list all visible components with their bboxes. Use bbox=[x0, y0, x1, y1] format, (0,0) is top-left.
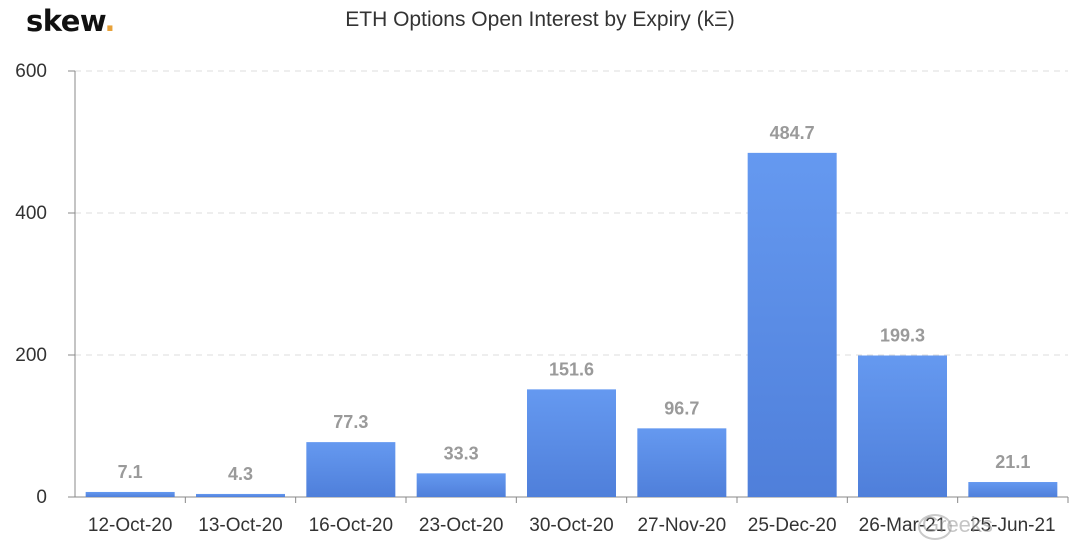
logo-text: skew bbox=[26, 4, 105, 38]
data-label: 4.3 bbox=[228, 464, 253, 484]
data-label: 484.7 bbox=[770, 123, 815, 143]
bar bbox=[527, 389, 616, 497]
y-tick-label: 400 bbox=[15, 203, 47, 224]
data-label: 199.3 bbox=[880, 325, 925, 345]
bar bbox=[85, 491, 175, 497]
y-tick-label: 600 bbox=[15, 61, 47, 82]
watermark-text: Greeks bbox=[922, 512, 993, 537]
y-tick-label: 0 bbox=[36, 487, 47, 508]
bar bbox=[747, 152, 837, 497]
data-label: 151.6 bbox=[549, 359, 594, 379]
data-label: 21.1 bbox=[995, 452, 1030, 472]
x-tick-label: 30-Oct-20 bbox=[529, 515, 613, 536]
bar bbox=[858, 355, 947, 497]
x-tick-label: 27-Nov-20 bbox=[637, 515, 726, 536]
data-label: 7.1 bbox=[118, 462, 143, 482]
skew-logo: skew. bbox=[26, 4, 115, 38]
x-tick-label: 23-Oct-20 bbox=[419, 515, 503, 536]
x-tick-label: 12-Oct-20 bbox=[88, 515, 172, 536]
x-tick-label: 16-Oct-20 bbox=[309, 515, 393, 536]
y-tick-label: 200 bbox=[15, 345, 47, 366]
chart-title: ETH Options Open Interest by Expiry (kΞ) bbox=[345, 8, 735, 31]
x-tick-label: 25-Dec-20 bbox=[748, 515, 837, 536]
data-label: 77.3 bbox=[333, 412, 368, 432]
bar bbox=[416, 473, 506, 497]
data-label: 96.7 bbox=[664, 398, 699, 418]
bar bbox=[637, 428, 727, 497]
x-tick-label: 25-Jun-21 bbox=[970, 515, 1056, 536]
logo-dot: . bbox=[104, 4, 115, 38]
bar bbox=[306, 442, 396, 497]
watermark-icon bbox=[918, 514, 952, 540]
x-tick-label: 13-Oct-20 bbox=[198, 515, 282, 536]
data-label: 33.3 bbox=[444, 443, 479, 463]
bar bbox=[968, 482, 1058, 497]
bar bbox=[196, 493, 285, 497]
